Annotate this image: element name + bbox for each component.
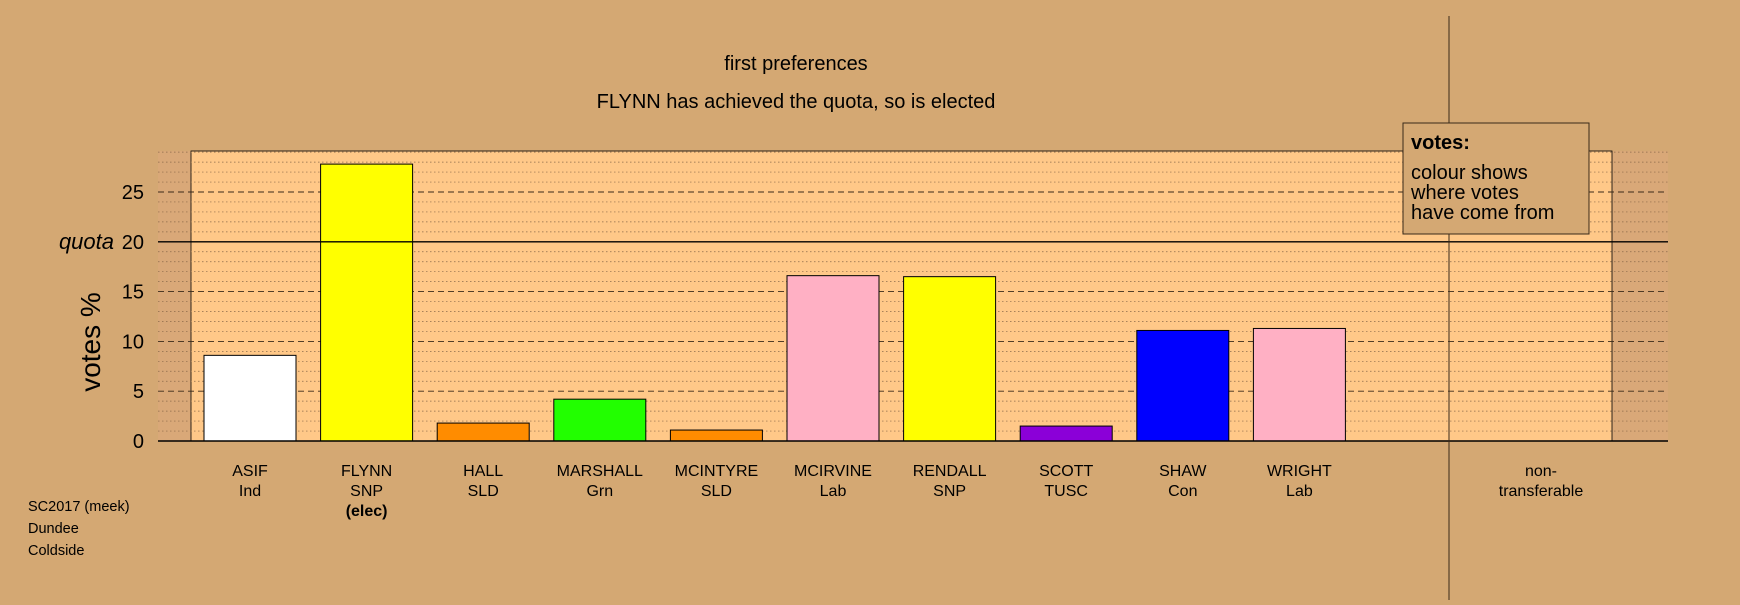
- plot-margin-right: [1612, 151, 1668, 441]
- candidate-name-label: HALL: [463, 463, 503, 480]
- nontransferable-label-line2: transferable: [1499, 483, 1584, 500]
- candidate-name-label: MARSHALL: [557, 463, 643, 480]
- legend-title: votes:: [1411, 132, 1470, 154]
- candidate-party-label: Lab: [820, 483, 847, 500]
- footnote-council: Dundee: [28, 521, 79, 537]
- candidate-party-label: Ind: [239, 483, 261, 500]
- candidate-name-label: MCINTYRE: [675, 463, 759, 480]
- candidate-name-label: ASIF: [232, 463, 268, 480]
- y-axis-label: votes %: [75, 292, 106, 392]
- nontransferable-label-line1: non-: [1525, 463, 1557, 480]
- bar-asif: [203, 354, 297, 442]
- y-tick-label: 10: [122, 331, 144, 353]
- legend-line: colour shows: [1411, 162, 1528, 184]
- bar-wright: [1252, 327, 1346, 442]
- y-tick-label: 5: [133, 381, 144, 403]
- footnote-method: SC2017 (meek): [28, 499, 130, 515]
- plot-margin-left: [158, 151, 191, 441]
- bar-scott: [1019, 425, 1113, 442]
- candidate-name-label: SCOTT: [1039, 463, 1093, 480]
- bar-flynn: [320, 163, 414, 442]
- candidate-party-label: SLD: [468, 483, 499, 500]
- y-tick-label: 25: [122, 182, 144, 204]
- candidate-name-label: RENDALL: [913, 463, 987, 480]
- candidate-party-label: Grn: [586, 483, 613, 500]
- candidate-party-label: Lab: [1286, 483, 1313, 500]
- bar-mcintyre: [669, 429, 763, 442]
- legend-box: [1402, 122, 1590, 235]
- quota-label: quota: [59, 229, 114, 254]
- y-tick-label: 15: [122, 282, 144, 304]
- candidate-name-label: MCIRVINE: [794, 463, 872, 480]
- election-footnote: SC2017 (meek) Dundee Coldside: [28, 496, 130, 562]
- candidate-party-label: Con: [1168, 483, 1197, 500]
- candidate-name-label: SHAW: [1159, 463, 1207, 480]
- chart-title: first preferences: [724, 53, 867, 75]
- bar-shaw: [1136, 329, 1230, 442]
- candidate-name-label: FLYNN: [341, 463, 392, 480]
- candidate-party-label: SNP: [933, 483, 966, 500]
- y-tick-label: 0: [133, 431, 144, 453]
- candidate-name-label: WRIGHT: [1267, 463, 1332, 480]
- bar-hall: [436, 422, 530, 442]
- bar-marshall: [553, 398, 647, 442]
- candidate-party-label: SLD: [701, 483, 732, 500]
- legend-line: have come from: [1411, 202, 1554, 224]
- bar-rendall: [903, 276, 997, 442]
- elected-note: (elec): [346, 503, 388, 520]
- y-tick-label: 20: [122, 232, 144, 254]
- candidate-party-label: SNP: [350, 483, 383, 500]
- legend-line: where votes: [1410, 182, 1519, 204]
- bar-mcirvine: [786, 275, 880, 442]
- chart-subtitle: FLYNN has achieved the quota, so is elec…: [597, 91, 996, 113]
- plot-area: [190, 150, 1613, 442]
- candidate-party-label: TUSC: [1044, 483, 1088, 500]
- footnote-ward: Coldside: [28, 543, 85, 559]
